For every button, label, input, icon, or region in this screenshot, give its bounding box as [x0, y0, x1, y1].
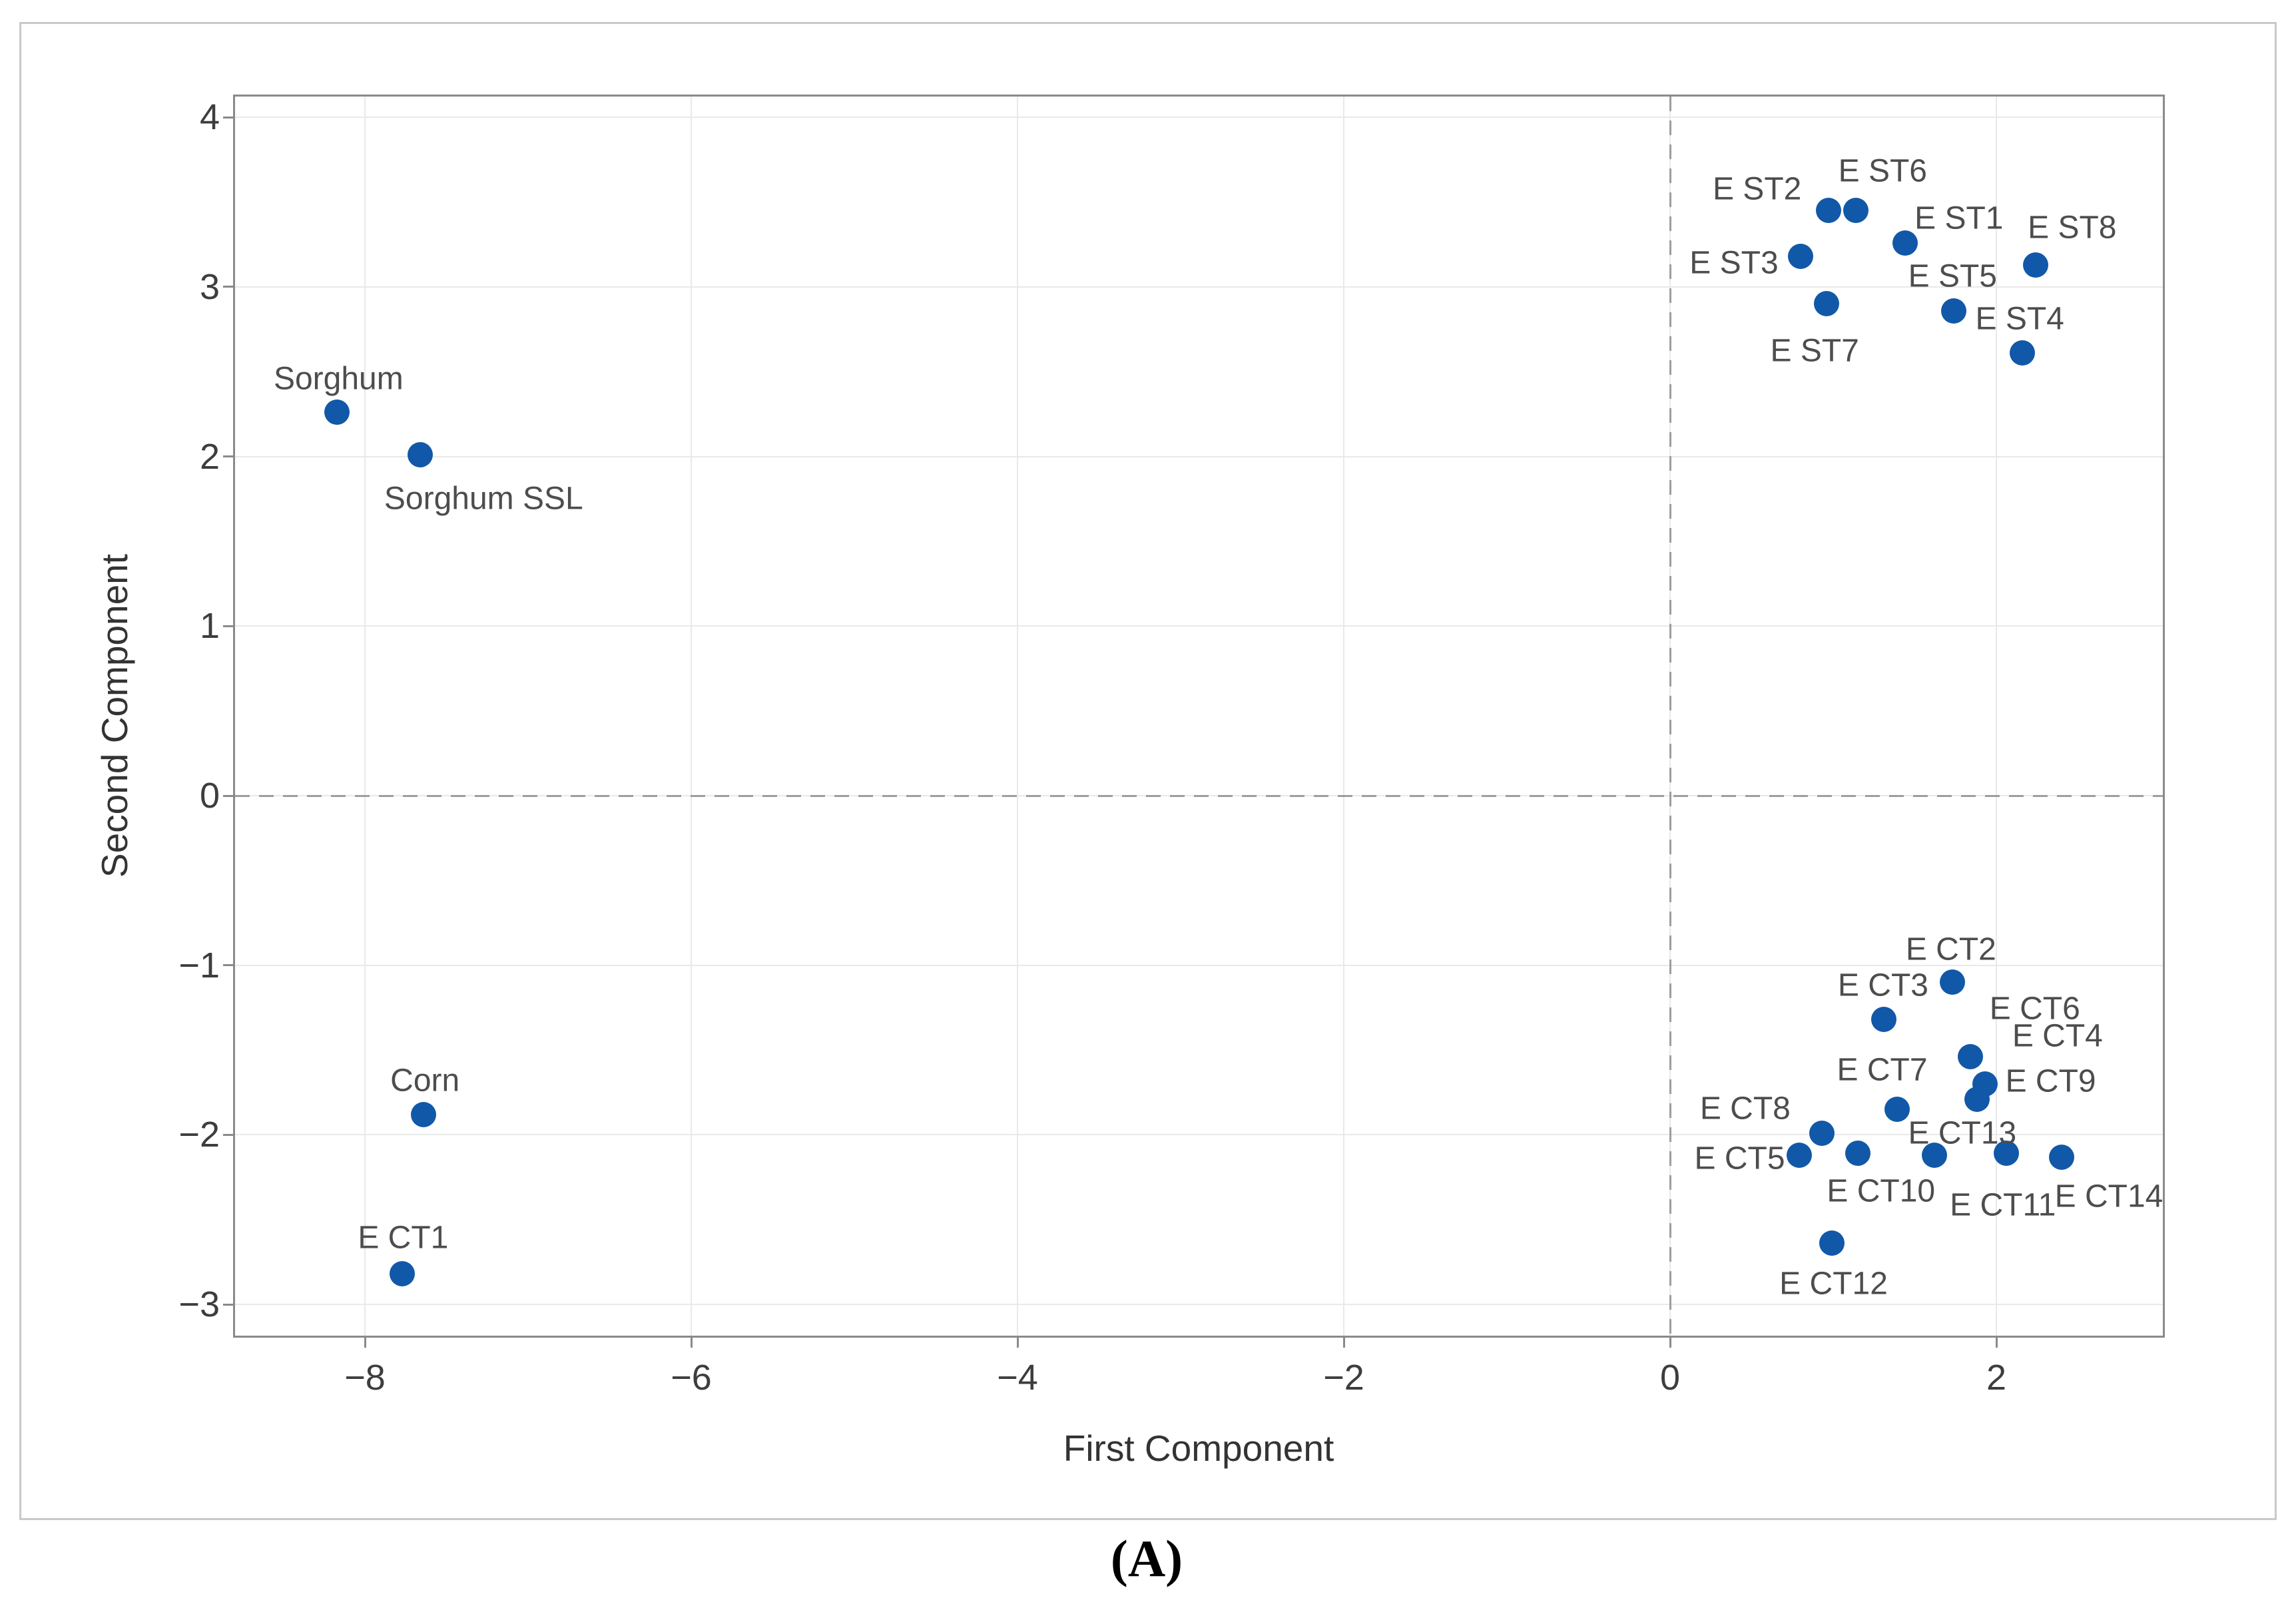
x-tick--6: [690, 1338, 693, 1348]
y-tick-label: −3: [178, 1284, 220, 1325]
x-tick-label: 0: [1659, 1358, 1681, 1398]
y-tick-label: 4: [199, 97, 220, 138]
data-point-e-ct5: [1786, 1142, 1812, 1168]
reference-line-x0: [1669, 97, 1671, 1336]
x-tick-label: −6: [671, 1358, 712, 1398]
data-point-e-st5: [1941, 298, 1967, 324]
point-label-e-st4: E ST4: [1975, 301, 2064, 337]
point-label-e-ct10: E CT10: [1827, 1173, 1936, 1209]
point-label-e-st6: E ST6: [1838, 153, 1927, 189]
point-label-corn: Corn: [390, 1063, 460, 1099]
gridline-y--1: [235, 964, 2163, 966]
point-label-e-ct2: E CT2: [1905, 932, 1996, 967]
data-point-sorghum: [324, 400, 350, 425]
point-label-e-ct6: E CT6: [1989, 991, 2080, 1027]
gridline-x--4: [1017, 97, 1018, 1336]
point-label-e-ct7: E CT7: [1837, 1052, 1928, 1088]
point-label-e-ct5: E CT5: [1694, 1141, 1785, 1177]
data-point-e-ct3: [1870, 1007, 1896, 1033]
y-tick-0: [223, 794, 233, 797]
data-point-e-ct2: [1939, 969, 1965, 995]
gridline-x--6: [691, 97, 692, 1336]
x-tick--8: [364, 1338, 366, 1348]
y-tick-label: −2: [178, 1115, 220, 1155]
y-tick--3: [223, 1303, 233, 1306]
y-tick-4: [223, 116, 233, 119]
x-tick-label: −8: [344, 1358, 386, 1398]
x-tick-0: [1669, 1338, 1671, 1348]
plot-area: Sorghum Sorghum SSL Corn E CT1 E ST1 E ST2 E S…: [233, 95, 2165, 1338]
data-point-e-ct6: [1957, 1044, 1983, 1070]
point-label-e-st8: E ST8: [2028, 210, 2117, 246]
gridline-y-2: [235, 455, 2163, 457]
data-point-e-ct8: [1809, 1120, 1835, 1146]
gridline-y-3: [235, 286, 2163, 288]
data-point-e-ct11: [1993, 1141, 2019, 1167]
x-tick-2: [1995, 1338, 1998, 1348]
y-tick-label: 0: [199, 776, 220, 816]
point-label-e-ct4: E CT4: [2012, 1018, 2103, 1054]
y-tick-label: 1: [199, 606, 220, 647]
point-label-e-ct9: E CT9: [2005, 1063, 2096, 1099]
x-tick-label: 2: [1986, 1358, 2007, 1398]
gridline-y--3: [235, 1304, 2163, 1306]
y-tick-2: [223, 455, 233, 458]
point-label-e-ct1: E CT1: [358, 1220, 449, 1256]
y-tick-3: [223, 286, 233, 288]
point-label-e-ct8: E CT8: [1699, 1091, 1791, 1127]
x-tick-label: −2: [1323, 1358, 1364, 1398]
y-tick-label: 3: [199, 266, 220, 307]
y-tick--2: [223, 1133, 233, 1136]
data-point-e-ct7: [1884, 1097, 1910, 1123]
x-axis-title: First Component: [1063, 1428, 1334, 1469]
point-label-e-st3: E ST3: [1689, 245, 1779, 281]
y-axis-title: Second Component: [94, 553, 135, 878]
point-label-e-ct11: E CT11: [1950, 1187, 2056, 1223]
point-label-e-ct13: E CT13: [1908, 1115, 2017, 1151]
data-point-e-st4: [2010, 340, 2036, 366]
x-tick-label: −4: [997, 1358, 1038, 1398]
point-label-e-st1: E ST1: [1914, 200, 2004, 236]
data-point-e-ct12: [1819, 1230, 1845, 1256]
data-point-e-st3: [1788, 244, 1813, 270]
point-label-e-ct12: E CT12: [1779, 1266, 1888, 1302]
data-point-e-st6: [1843, 198, 1869, 224]
gridline-y--2: [235, 1134, 2163, 1136]
y-tick--1: [223, 964, 233, 967]
data-point-e-st1: [1892, 230, 1918, 256]
y-tick-label: −1: [178, 945, 220, 985]
point-label-sorghum-ssl: Sorghum SSL: [384, 481, 583, 517]
figure-caption: (A): [1110, 1529, 1183, 1587]
data-point-e-ct9: [1964, 1086, 1990, 1112]
data-point-e-ct14: [2049, 1144, 2074, 1170]
data-point-corn: [411, 1101, 437, 1127]
gridline-x--2: [1343, 97, 1344, 1336]
point-label-e-ct14: E CT14: [2054, 1179, 2163, 1214]
x-tick--2: [1342, 1338, 1345, 1348]
data-point-e-st2: [1815, 198, 1841, 224]
reference-line-y0: [235, 794, 2163, 797]
data-point-e-ct13: [1921, 1142, 1947, 1168]
data-point-sorghum-ssl: [408, 442, 433, 468]
point-label-e-ct3: E CT3: [1837, 967, 1928, 1003]
data-point-e-ct10: [1845, 1141, 1870, 1167]
gridline-x--8: [364, 97, 366, 1336]
point-label-e-st5: E ST5: [1908, 258, 1997, 294]
point-label-e-st2: E ST2: [1712, 171, 1802, 207]
point-label-sorghum: Sorghum: [273, 361, 404, 397]
y-tick-label: 2: [199, 436, 220, 477]
gridline-y-1: [235, 625, 2163, 627]
data-point-e-st7: [1814, 291, 1840, 317]
point-label-e-st7: E ST7: [1770, 333, 1859, 369]
gridline-y-4: [235, 117, 2163, 119]
data-point-e-ct1: [390, 1261, 416, 1287]
data-point-e-st8: [2022, 252, 2048, 278]
x-tick--4: [1016, 1338, 1019, 1348]
y-tick-1: [223, 625, 233, 627]
gridline-x-2: [1996, 97, 1997, 1336]
